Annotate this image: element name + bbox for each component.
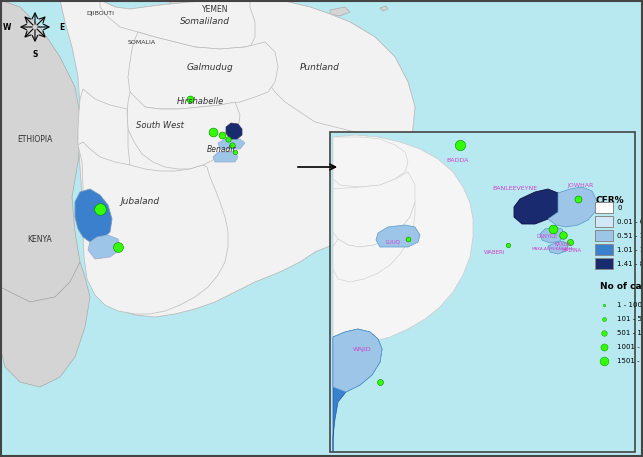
Text: SOMALIA: SOMALIA xyxy=(128,39,156,44)
Polygon shape xyxy=(78,89,130,169)
Text: MAKA-ALMUKARAMA: MAKA-ALMUKARAMA xyxy=(532,247,574,251)
Bar xyxy=(595,244,613,255)
Polygon shape xyxy=(333,137,408,187)
Text: DANYILE: DANYILE xyxy=(536,234,557,239)
Point xyxy=(230,149,240,156)
Point xyxy=(223,135,233,143)
Point xyxy=(208,128,218,136)
Text: DJIBOUTI: DJIBOUTI xyxy=(86,11,114,16)
Text: W: W xyxy=(3,22,11,32)
Polygon shape xyxy=(88,235,120,259)
Bar xyxy=(595,258,613,269)
Polygon shape xyxy=(170,0,275,22)
Text: 501 - 1000: 501 - 1000 xyxy=(617,330,643,336)
Text: YEMEN: YEMEN xyxy=(202,5,228,15)
Text: 0.01 - 0.50: 0.01 - 0.50 xyxy=(617,218,643,224)
Polygon shape xyxy=(514,189,562,224)
Text: N: N xyxy=(32,0,38,4)
Point xyxy=(95,205,105,213)
Point xyxy=(599,329,609,337)
Text: 1501 - 2889: 1501 - 2889 xyxy=(617,358,643,364)
Point xyxy=(455,141,465,149)
Text: CFR%: CFR% xyxy=(595,196,624,205)
Text: JOWHAR: JOWHAR xyxy=(567,182,593,187)
Text: 1001 - 1500: 1001 - 1500 xyxy=(617,344,643,350)
Polygon shape xyxy=(333,172,415,247)
Bar xyxy=(595,216,613,227)
Text: 0: 0 xyxy=(617,204,622,211)
Polygon shape xyxy=(226,123,242,139)
Point xyxy=(217,131,227,138)
Point xyxy=(227,141,237,149)
Polygon shape xyxy=(333,329,382,452)
Point xyxy=(573,195,583,202)
Text: S: S xyxy=(32,50,38,59)
Point xyxy=(558,231,568,239)
Text: 1 - 100: 1 - 100 xyxy=(617,302,642,308)
Polygon shape xyxy=(70,0,115,22)
Text: 101 - 500: 101 - 500 xyxy=(617,316,643,322)
Point xyxy=(503,241,513,249)
Bar xyxy=(595,202,613,213)
Point xyxy=(548,225,558,233)
Text: KAXDA: KAXDA xyxy=(554,241,572,246)
Polygon shape xyxy=(330,7,350,16)
Text: 0.51 - 1.00: 0.51 - 1.00 xyxy=(617,233,643,239)
Polygon shape xyxy=(333,329,382,392)
Polygon shape xyxy=(0,262,90,387)
Polygon shape xyxy=(540,227,564,243)
Text: 1.41 - 8.30: 1.41 - 8.30 xyxy=(617,260,643,266)
Text: MADINA: MADINA xyxy=(562,248,582,253)
Bar xyxy=(330,132,635,452)
Text: Benadir: Benadir xyxy=(207,144,237,154)
Point xyxy=(599,301,609,308)
Text: Somaliland: Somaliland xyxy=(180,17,230,27)
Text: Jubaland: Jubaland xyxy=(120,197,159,207)
Polygon shape xyxy=(100,0,280,49)
Point xyxy=(599,343,609,351)
Point xyxy=(113,243,123,250)
Text: WAJID: WAJID xyxy=(353,346,371,351)
Point xyxy=(375,378,385,386)
Text: 1.01 - 1.40: 1.01 - 1.40 xyxy=(617,246,643,253)
Point xyxy=(403,235,413,243)
Polygon shape xyxy=(333,135,473,344)
Polygon shape xyxy=(75,189,112,242)
Text: Galmudug: Galmudug xyxy=(186,63,233,71)
Polygon shape xyxy=(333,202,415,282)
Polygon shape xyxy=(127,92,240,169)
Polygon shape xyxy=(548,241,568,254)
Polygon shape xyxy=(376,225,420,247)
Polygon shape xyxy=(60,0,415,317)
Polygon shape xyxy=(548,187,597,227)
Text: E: E xyxy=(59,22,64,32)
Point xyxy=(599,357,609,365)
Polygon shape xyxy=(380,6,388,11)
Text: LUUQ: LUUQ xyxy=(386,239,401,244)
Text: ETHIOPIA: ETHIOPIA xyxy=(17,134,53,143)
Text: Puntland: Puntland xyxy=(300,63,340,71)
Polygon shape xyxy=(0,0,82,302)
Text: WABERI: WABERI xyxy=(484,250,505,255)
Polygon shape xyxy=(78,142,228,314)
Polygon shape xyxy=(218,139,245,149)
Polygon shape xyxy=(213,152,238,162)
Point xyxy=(185,96,195,103)
Text: BANLEEVEYNE: BANLEEVEYNE xyxy=(493,186,538,191)
Text: No of cases: No of cases xyxy=(600,282,643,291)
Polygon shape xyxy=(250,0,415,142)
Text: KENYA: KENYA xyxy=(28,234,52,244)
Text: Hirshabelle: Hirshabelle xyxy=(176,97,224,106)
Point xyxy=(565,239,575,246)
Text: South West: South West xyxy=(136,121,184,129)
Text: BADDA: BADDA xyxy=(447,159,469,164)
Polygon shape xyxy=(128,32,278,109)
Bar xyxy=(595,230,613,241)
Point xyxy=(599,315,609,323)
